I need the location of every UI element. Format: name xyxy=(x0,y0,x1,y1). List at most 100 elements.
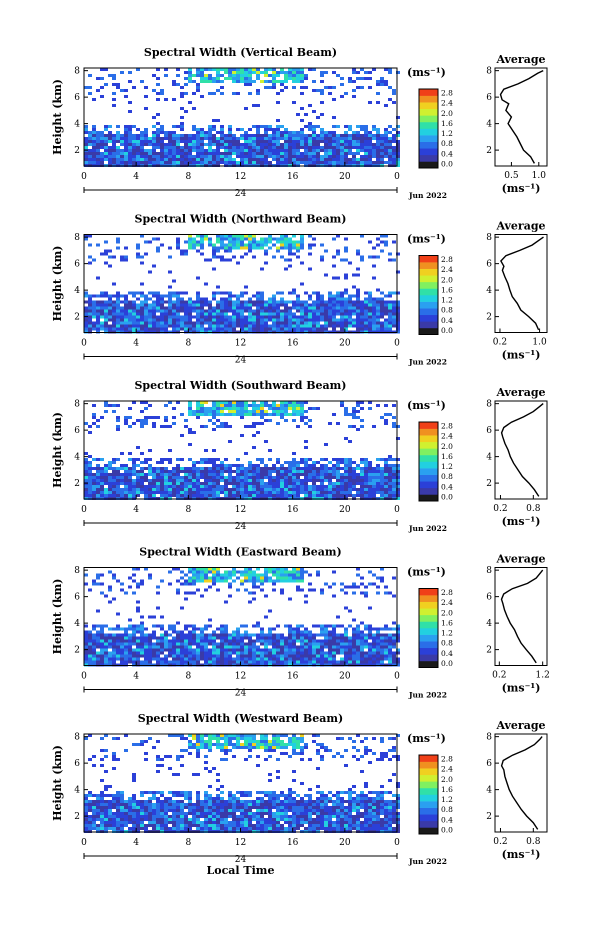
avg-x-tick-label: 0.5 xyxy=(504,171,519,181)
average-unit: (ms⁻¹) xyxy=(502,848,541,861)
average-profile-line xyxy=(500,736,543,830)
average-profile-line xyxy=(499,69,544,164)
y-tick-label: 6 xyxy=(74,426,80,436)
average-frame xyxy=(494,234,548,333)
avg-y-tick-label: 8 xyxy=(486,67,492,77)
colorbar-tick-label: 1.2 xyxy=(441,462,453,471)
x-tick-label: 20 xyxy=(339,172,351,182)
avg-x-tick-label: 0.8 xyxy=(526,837,541,847)
heatmap-cells xyxy=(84,734,400,833)
colorbar-tick-label: 1.6 xyxy=(441,452,453,461)
x-tick-label: 16 xyxy=(287,505,299,515)
colorbar-tick-label: 0.0 xyxy=(441,493,453,502)
colorbar-tick-label: 2.4 xyxy=(441,598,453,607)
x-tick-label: 12 xyxy=(235,672,246,682)
y-tick-label: 2 xyxy=(74,146,80,156)
colorbar-swatch xyxy=(419,827,438,835)
colorbar-swatch xyxy=(419,614,438,622)
x-tick-label: 0 xyxy=(394,505,400,515)
x-tick-label: 8 xyxy=(185,172,191,182)
colorbar-swatch xyxy=(419,255,438,263)
panel-title: Spectral Width (Southward Beam) xyxy=(134,379,346,392)
colorbar-tick-label: 1.2 xyxy=(441,795,453,804)
y-tick-label: 8 xyxy=(74,400,80,410)
colorbar-tick-label: 2.8 xyxy=(441,422,453,431)
colorbar-swatch xyxy=(419,768,438,776)
x-tick-label: 20 xyxy=(339,339,351,349)
colorbar-swatch xyxy=(419,448,438,456)
colorbar-tick-label: 0.4 xyxy=(441,149,453,158)
colorbar-tick-label: 0.8 xyxy=(441,639,453,648)
average-title: Average xyxy=(495,719,545,732)
colorbar-unit: (ms⁻¹) xyxy=(407,566,446,579)
colorbar-swatch xyxy=(419,308,438,316)
colorbar-swatch xyxy=(419,814,438,822)
colorbar-swatch xyxy=(419,660,438,668)
colorbar-tick-label: 2.8 xyxy=(441,89,453,98)
colorbar-swatch xyxy=(419,135,438,142)
x-tick-label: 20 xyxy=(339,505,351,515)
colorbar-swatch xyxy=(419,641,438,649)
colorbar-tick-label: 0.8 xyxy=(441,472,453,481)
avg-x-tick-label: 0.8 xyxy=(526,504,541,514)
avg-y-tick-label: 4 xyxy=(486,619,492,629)
colorbar-frame xyxy=(418,588,439,668)
colorbar-swatch xyxy=(419,468,438,475)
heatmap-cells xyxy=(84,68,400,167)
x-tick-label: 0 xyxy=(394,672,400,682)
x-tick-label: 4 xyxy=(133,172,139,182)
x-tick-label: 0 xyxy=(394,838,400,848)
average-unit: (ms⁻¹) xyxy=(502,682,541,695)
panel-title: Spectral Width (Vertical Beam) xyxy=(144,46,337,59)
y-tick-label: 8 xyxy=(74,566,80,576)
x-tick-label: 0 xyxy=(81,339,87,349)
colorbar-tick-label: 1.6 xyxy=(441,618,453,627)
avg-y-tick-label: 4 xyxy=(486,120,492,130)
date-label: 24 xyxy=(235,522,247,532)
avg-y-tick-label: 2 xyxy=(486,646,492,656)
avg-y-tick-label: 6 xyxy=(486,93,492,103)
x-tick-label: 12 xyxy=(235,339,246,349)
average-title: Average xyxy=(495,386,545,399)
average-frame xyxy=(494,400,548,500)
colorbar-swatch xyxy=(419,755,438,762)
colorbar-swatch xyxy=(419,474,438,482)
colorbar-tick-label: 0.4 xyxy=(441,316,453,325)
colorbar-swatch xyxy=(419,121,438,129)
x-tick-label: 16 xyxy=(287,172,299,182)
heatmap-cells xyxy=(84,234,400,334)
x-tick-label: 12 xyxy=(235,505,246,515)
colorbar-swatch xyxy=(419,89,438,96)
colorbar-swatch xyxy=(419,148,438,156)
heatmap-cells xyxy=(84,401,400,500)
y-tick-label: 6 xyxy=(74,759,80,769)
colorbar-swatch xyxy=(419,115,438,123)
avg-x-tick-label: 0.2 xyxy=(492,671,506,681)
heatmap-cells xyxy=(84,567,400,667)
month-year-label: Jun 2022 xyxy=(408,358,447,367)
colorbar-tick-label: 0.0 xyxy=(441,160,453,169)
x-tick-label: 0 xyxy=(394,339,400,349)
colorbar-tick-label: 2.8 xyxy=(441,588,453,597)
month-year-label: Jun 2022 xyxy=(408,857,447,866)
colorbar-swatch xyxy=(419,161,438,169)
y-axis-label: Height (km) xyxy=(51,412,64,488)
colorbar-tick-label: 0.0 xyxy=(441,326,453,335)
y-tick-label: 2 xyxy=(74,812,80,822)
colorbar-unit: (ms⁻¹) xyxy=(407,732,446,745)
avg-y-tick-label: 6 xyxy=(486,426,492,436)
colorbar-swatch xyxy=(419,95,438,103)
y-tick-label: 8 xyxy=(74,67,80,77)
colorbar-tick-label: 0.0 xyxy=(441,659,453,668)
colorbar-tick-label: 2.4 xyxy=(441,765,453,774)
colorbar-swatch xyxy=(419,794,438,802)
colorbar-tick-label: 2.4 xyxy=(441,99,453,108)
colorbar-tick-label: 0.4 xyxy=(441,482,453,491)
average-frame xyxy=(494,733,548,833)
panel-1: Spectral Width (Northward Beam)2468Heigh… xyxy=(51,213,548,367)
y-tick-label: 4 xyxy=(74,120,80,130)
colorbar-tick-label: 1.2 xyxy=(441,129,453,138)
colorbar-tick-label: 1.6 xyxy=(441,785,453,794)
avg-y-tick-label: 6 xyxy=(486,593,492,603)
colorbar-swatch xyxy=(419,321,438,329)
